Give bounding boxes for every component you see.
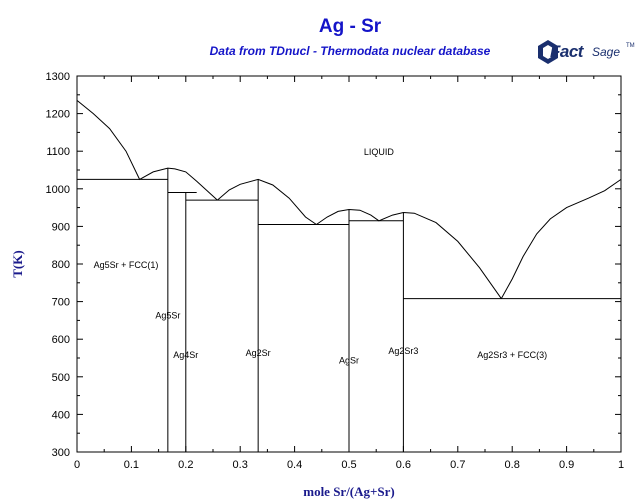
x-tick-label: 0.8: [505, 459, 520, 471]
x-tick-label: 1: [618, 459, 624, 471]
x-tick-label: 0.7: [450, 459, 465, 471]
phase-label: AgSr: [339, 356, 359, 366]
phase-label: Ag2Sr: [246, 348, 271, 358]
y-tick-label: 800: [52, 259, 70, 271]
logo-text-fact: Fact: [550, 42, 583, 61]
y-tick-label: 1200: [46, 109, 70, 121]
y-tick-label: 600: [52, 334, 70, 346]
y-tick-label: 500: [52, 372, 70, 384]
phase-label: Ag2Sr3: [388, 346, 418, 356]
x-tick-label: 0.3: [233, 459, 248, 471]
logo-text-sage: Sage: [592, 45, 621, 59]
x-tick-label: 0.4: [287, 459, 302, 471]
x-axis-label: mole Sr/(Ag+Sr): [303, 484, 395, 499]
chart-subtitle: Data from TDnucl - Thermodata nuclear da…: [209, 44, 491, 58]
logo-text-tm: TM: [626, 43, 635, 49]
x-tick-label: 0.2: [178, 459, 193, 471]
liquidus-curve: [217, 178, 317, 225]
liquidus-curve: [316, 208, 502, 299]
x-tick-label: 0.9: [559, 459, 574, 471]
phase-label: Ag5Sr + FCC(1): [94, 260, 159, 270]
liquidus-curve: [76, 100, 218, 201]
y-tick-label: 300: [52, 447, 70, 459]
factsage-logo-icon: [538, 40, 558, 64]
y-tick-label: 900: [52, 221, 70, 233]
y-axis-label: T(K): [10, 250, 25, 277]
phase-label: Ag5Sr: [155, 311, 180, 321]
x-tick-label: 0.5: [341, 459, 356, 471]
phase-label: Ag2Sr3 + FCC(3): [477, 350, 547, 360]
x-tick-label: 0.6: [396, 459, 411, 471]
y-tick-label: 1000: [46, 184, 70, 196]
y-tick-label: 700: [52, 297, 70, 309]
liquidus-curve: [500, 178, 622, 299]
phase-label: Ag4Sr: [173, 350, 198, 360]
y-tick-label: 400: [52, 409, 70, 421]
phase-label: LIQUID: [364, 147, 395, 157]
y-tick-label: 1100: [46, 146, 70, 158]
x-tick-label: 0: [74, 459, 80, 471]
x-tick-label: 0.1: [124, 459, 139, 471]
factsage-logo: Fact Sage TM: [538, 38, 638, 72]
y-tick-label: 1300: [46, 71, 70, 83]
chart-title: Ag - Sr: [318, 16, 382, 37]
